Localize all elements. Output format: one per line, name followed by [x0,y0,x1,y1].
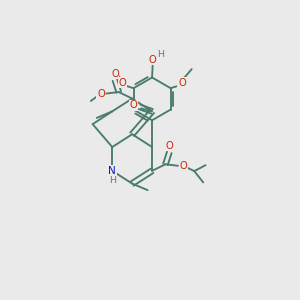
Text: O: O [149,55,157,64]
Text: N: N [108,166,116,176]
Text: O: O [97,88,105,98]
Text: H: H [109,176,116,185]
Text: H: H [158,50,164,59]
Text: O: O [111,69,119,79]
Text: O: O [130,100,137,110]
Text: O: O [179,161,187,171]
Text: O: O [165,141,173,151]
Text: O: O [178,78,186,88]
Text: O: O [118,78,126,88]
